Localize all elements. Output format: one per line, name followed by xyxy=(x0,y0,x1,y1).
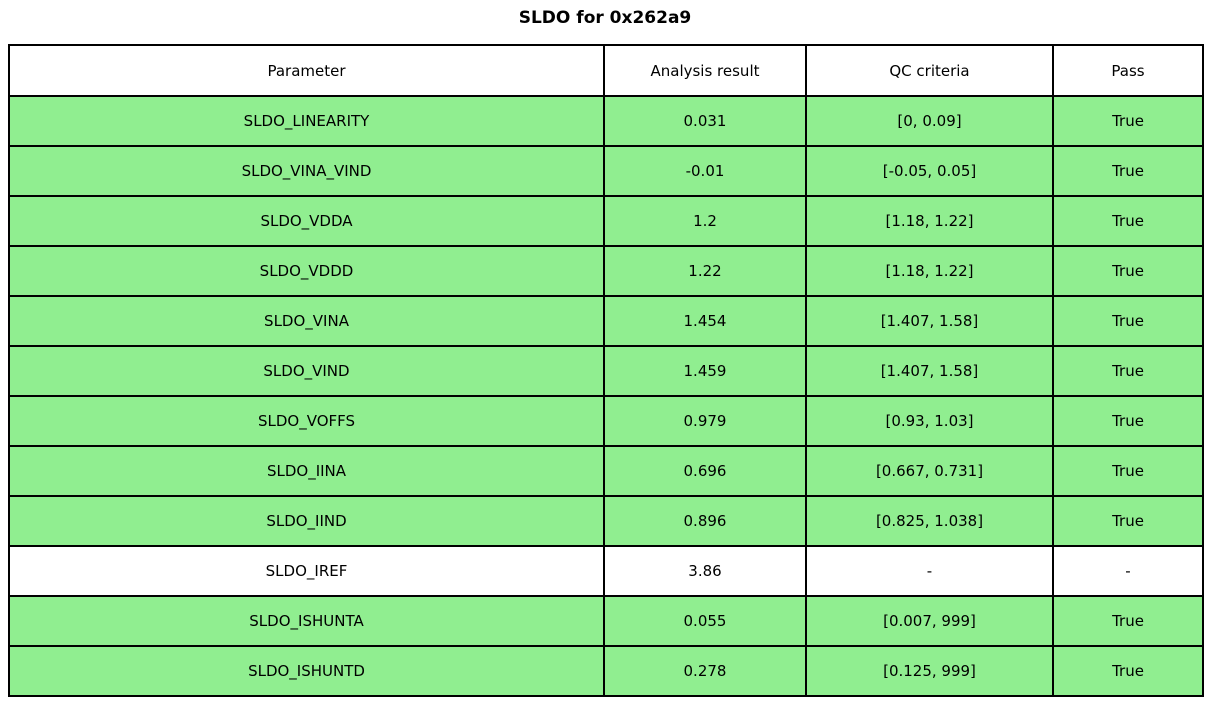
cell-qc-criteria: [0.125, 999] xyxy=(805,645,1054,697)
cell-analysis-result: 3.86 xyxy=(603,545,807,597)
cell-pass: True xyxy=(1052,145,1204,197)
cell-analysis-result: 1.2 xyxy=(603,195,807,247)
cell-parameter: SLDO_LINEARITY xyxy=(8,95,605,147)
table-row: SLDO_VIND 1.459 [1.407, 1.58] True xyxy=(8,345,1204,397)
table-row: SLDO_VOFFS 0.979 [0.93, 1.03] True xyxy=(8,395,1204,447)
column-header-analysis-result: Analysis result xyxy=(603,44,807,97)
cell-pass: - xyxy=(1052,545,1204,597)
cell-pass: True xyxy=(1052,395,1204,447)
cell-analysis-result: 1.454 xyxy=(603,295,807,347)
cell-pass: True xyxy=(1052,295,1204,347)
cell-qc-criteria: [0.825, 1.038] xyxy=(805,495,1054,547)
cell-parameter: SLDO_VIND xyxy=(8,345,605,397)
cell-parameter: SLDO_ISHUNTD xyxy=(8,645,605,697)
cell-parameter: SLDO_VINA_VIND xyxy=(8,145,605,197)
cell-pass: True xyxy=(1052,345,1204,397)
qc-results-table: Parameter Analysis result QC criteria Pa… xyxy=(8,44,1204,697)
cell-pass: True xyxy=(1052,495,1204,547)
table-body: SLDO_LINEARITY 0.031 [0, 0.09] True SLDO_VIN… xyxy=(8,95,1204,697)
cell-analysis-result: 0.278 xyxy=(603,645,807,697)
cell-qc-criteria: - xyxy=(805,545,1054,597)
cell-analysis-result: 1.22 xyxy=(603,245,807,297)
cell-parameter: SLDO_VDDA xyxy=(8,195,605,247)
cell-pass: True xyxy=(1052,445,1204,497)
cell-parameter: SLDO_ISHUNTA xyxy=(8,595,605,647)
cell-analysis-result: 0.979 xyxy=(603,395,807,447)
table-row: SLDO_IIND 0.896 [0.825, 1.038] True xyxy=(8,495,1204,547)
cell-parameter: SLDO_VDDD xyxy=(8,245,605,297)
page-title: SLDO for 0x262a9 xyxy=(518,8,692,28)
cell-parameter: SLDO_IINA xyxy=(8,445,605,497)
cell-qc-criteria: [0.007, 999] xyxy=(805,595,1054,647)
table-row: SLDO_ISHUNTA 0.055 [0.007, 999] True xyxy=(8,595,1204,647)
cell-pass: True xyxy=(1052,595,1204,647)
table-row: SLDO_IREF 3.86- - xyxy=(8,545,1204,597)
cell-analysis-result: 0.896 xyxy=(603,495,807,547)
table-row: SLDO_VDDA 1.2 [1.18, 1.22] True xyxy=(8,195,1204,247)
cell-qc-criteria: [1.18, 1.22] xyxy=(805,245,1054,297)
cell-parameter: SLDO_VOFFS xyxy=(8,395,605,447)
cell-qc-criteria: [0.93, 1.03] xyxy=(805,395,1054,447)
cell-pass: True xyxy=(1052,245,1204,297)
cell-analysis-result: 0.696 xyxy=(603,445,807,497)
cell-qc-criteria: [1.407, 1.58] xyxy=(805,345,1054,397)
cell-parameter: SLDO_IREF xyxy=(8,545,605,597)
cell-analysis-result: -0.01 xyxy=(603,145,807,197)
cell-pass: True xyxy=(1052,195,1204,247)
table-header-row: Parameter Analysis result QC criteria Pa… xyxy=(8,44,1204,97)
cell-parameter: SLDO_VINA xyxy=(8,295,605,347)
cell-pass: True xyxy=(1052,645,1204,697)
cell-pass: True xyxy=(1052,95,1204,147)
table-row: SLDO_LINEARITY 0.031 [0, 0.09] True xyxy=(8,95,1204,147)
cell-qc-criteria: [-0.05, 0.05] xyxy=(805,145,1054,197)
table-row: SLDO_ISHUNTD 0.278 [0.125, 999] True xyxy=(8,645,1204,697)
cell-qc-criteria: [1.18, 1.22] xyxy=(805,195,1054,247)
table-row: SLDO_IINA 0.696 [0.667, 0.731] True xyxy=(8,445,1204,497)
cell-qc-criteria: [1.407, 1.58] xyxy=(805,295,1054,347)
cell-qc-criteria: [0.667, 0.731] xyxy=(805,445,1054,497)
column-header-parameter: Parameter xyxy=(8,44,605,97)
cell-analysis-result: 1.459 xyxy=(603,345,807,397)
cell-qc-criteria: [0, 0.09] xyxy=(805,95,1054,147)
table-row: SLDO_VINA 1.454 [1.407, 1.58] True xyxy=(8,295,1204,347)
table-row: SLDO_VDDD 1.22 [1.18, 1.22] True xyxy=(8,245,1204,297)
cell-parameter: SLDO_IIND xyxy=(8,495,605,547)
column-header-pass: Pass xyxy=(1052,44,1204,97)
column-header-qc-criteria: QC criteria xyxy=(805,44,1054,97)
cell-analysis-result: 0.055 xyxy=(603,595,807,647)
table-row: SLDO_VINA_VIND -0.01 [-0.05, 0.05] True xyxy=(8,145,1204,197)
cell-analysis-result: 0.031 xyxy=(603,95,807,147)
